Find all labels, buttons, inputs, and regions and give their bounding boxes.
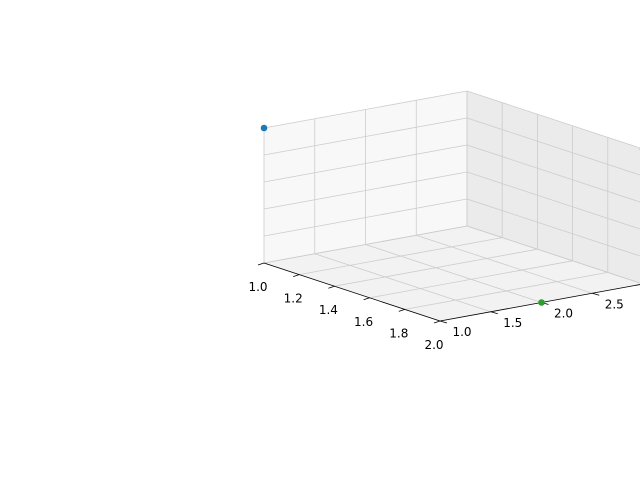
x-tick-label: 1.4 bbox=[319, 303, 338, 317]
y-tick-label: 1.5 bbox=[503, 316, 522, 330]
y-tick-label: 2.5 bbox=[605, 297, 624, 311]
x-tick-label: 2.0 bbox=[424, 338, 443, 352]
y-tick-label: 1.0 bbox=[452, 325, 471, 339]
x-tick-label: 1.6 bbox=[354, 315, 373, 329]
data-point-series-3 bbox=[538, 299, 545, 306]
x-tick-label: 1.2 bbox=[284, 292, 303, 306]
x-tick-label: 1.8 bbox=[389, 326, 408, 340]
y-tick-label: 2.0 bbox=[554, 307, 573, 321]
data-point-series-1 bbox=[261, 125, 268, 132]
x-tick-label: 1.0 bbox=[248, 280, 267, 294]
